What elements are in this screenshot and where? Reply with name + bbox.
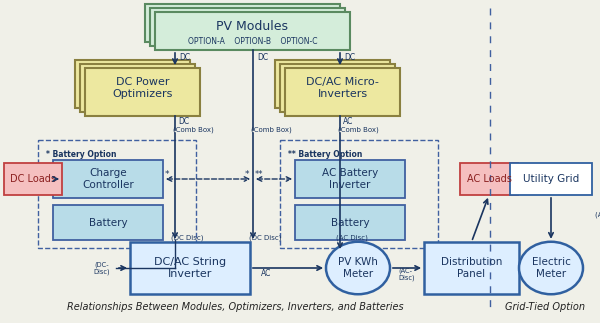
Text: (DC Disc): (DC Disc) xyxy=(171,235,203,241)
Text: OPTION-A    OPTION-B    OPTION-C: OPTION-A OPTION-B OPTION-C xyxy=(188,37,317,47)
Text: AC: AC xyxy=(343,118,353,127)
Ellipse shape xyxy=(519,242,583,294)
Text: Grid-Tied Option: Grid-Tied Option xyxy=(505,302,585,312)
Text: (Comb Box): (Comb Box) xyxy=(251,127,292,133)
Bar xyxy=(150,8,345,46)
Text: Distribution
Panel: Distribution Panel xyxy=(441,257,502,279)
Text: (AC-
Disc): (AC- Disc) xyxy=(398,267,415,281)
Bar xyxy=(75,60,190,108)
Bar xyxy=(155,12,350,50)
Ellipse shape xyxy=(326,242,390,294)
Text: Charge
Controller: Charge Controller xyxy=(82,168,134,190)
Bar xyxy=(280,64,395,112)
Text: DC: DC xyxy=(178,118,189,127)
Text: Electric
Meter: Electric Meter xyxy=(532,257,571,279)
Text: DC/AC Micro-
Inverters: DC/AC Micro- Inverters xyxy=(306,77,379,99)
Bar xyxy=(424,242,519,294)
Text: ** Battery Option: ** Battery Option xyxy=(288,150,362,159)
Bar xyxy=(53,205,163,240)
Bar xyxy=(80,64,195,112)
Text: (Comb Box): (Comb Box) xyxy=(338,127,379,133)
Text: **: ** xyxy=(255,170,263,179)
Text: Relationships Between Modules, Optimizers, Inverters, and Batteries: Relationships Between Modules, Optimizer… xyxy=(67,302,403,312)
Text: DC: DC xyxy=(179,54,190,62)
Bar xyxy=(295,160,405,198)
Text: DC Power
Optimizers: DC Power Optimizers xyxy=(112,77,173,99)
Bar xyxy=(38,140,196,248)
Bar xyxy=(130,242,250,294)
Text: (AC Disc): (AC Disc) xyxy=(595,212,600,218)
Text: DC/AC String
Inverter: DC/AC String Inverter xyxy=(154,257,226,279)
Text: Battery: Battery xyxy=(331,217,370,227)
Bar xyxy=(280,140,438,248)
Text: PV Modules: PV Modules xyxy=(217,20,289,34)
Text: AC: AC xyxy=(261,268,271,277)
Text: AC Battery
Inverter: AC Battery Inverter xyxy=(322,168,378,190)
Text: * Battery Option: * Battery Option xyxy=(46,150,116,159)
Bar xyxy=(4,163,62,195)
Bar xyxy=(295,205,405,240)
Text: DC Loads: DC Loads xyxy=(10,174,56,184)
Bar xyxy=(510,163,592,195)
Text: *: * xyxy=(165,170,169,179)
Text: DC: DC xyxy=(257,54,268,62)
Text: PV KWh
Meter: PV KWh Meter xyxy=(338,257,378,279)
Bar xyxy=(145,4,340,42)
Text: (AC Disc): (AC Disc) xyxy=(336,235,368,241)
Text: AC Loads: AC Loads xyxy=(467,174,511,184)
Text: (DC Disc): (DC Disc) xyxy=(249,235,281,241)
Bar xyxy=(53,160,163,198)
Text: (Comb Box): (Comb Box) xyxy=(173,127,214,133)
Text: DC: DC xyxy=(344,54,355,62)
Text: Utility Grid: Utility Grid xyxy=(523,174,579,184)
Bar xyxy=(460,163,518,195)
Text: Battery: Battery xyxy=(89,217,127,227)
Text: (DC-
Disc): (DC- Disc) xyxy=(94,261,110,275)
Bar xyxy=(285,68,400,116)
Bar xyxy=(275,60,390,108)
Bar xyxy=(85,68,200,116)
Text: *: * xyxy=(245,170,249,179)
